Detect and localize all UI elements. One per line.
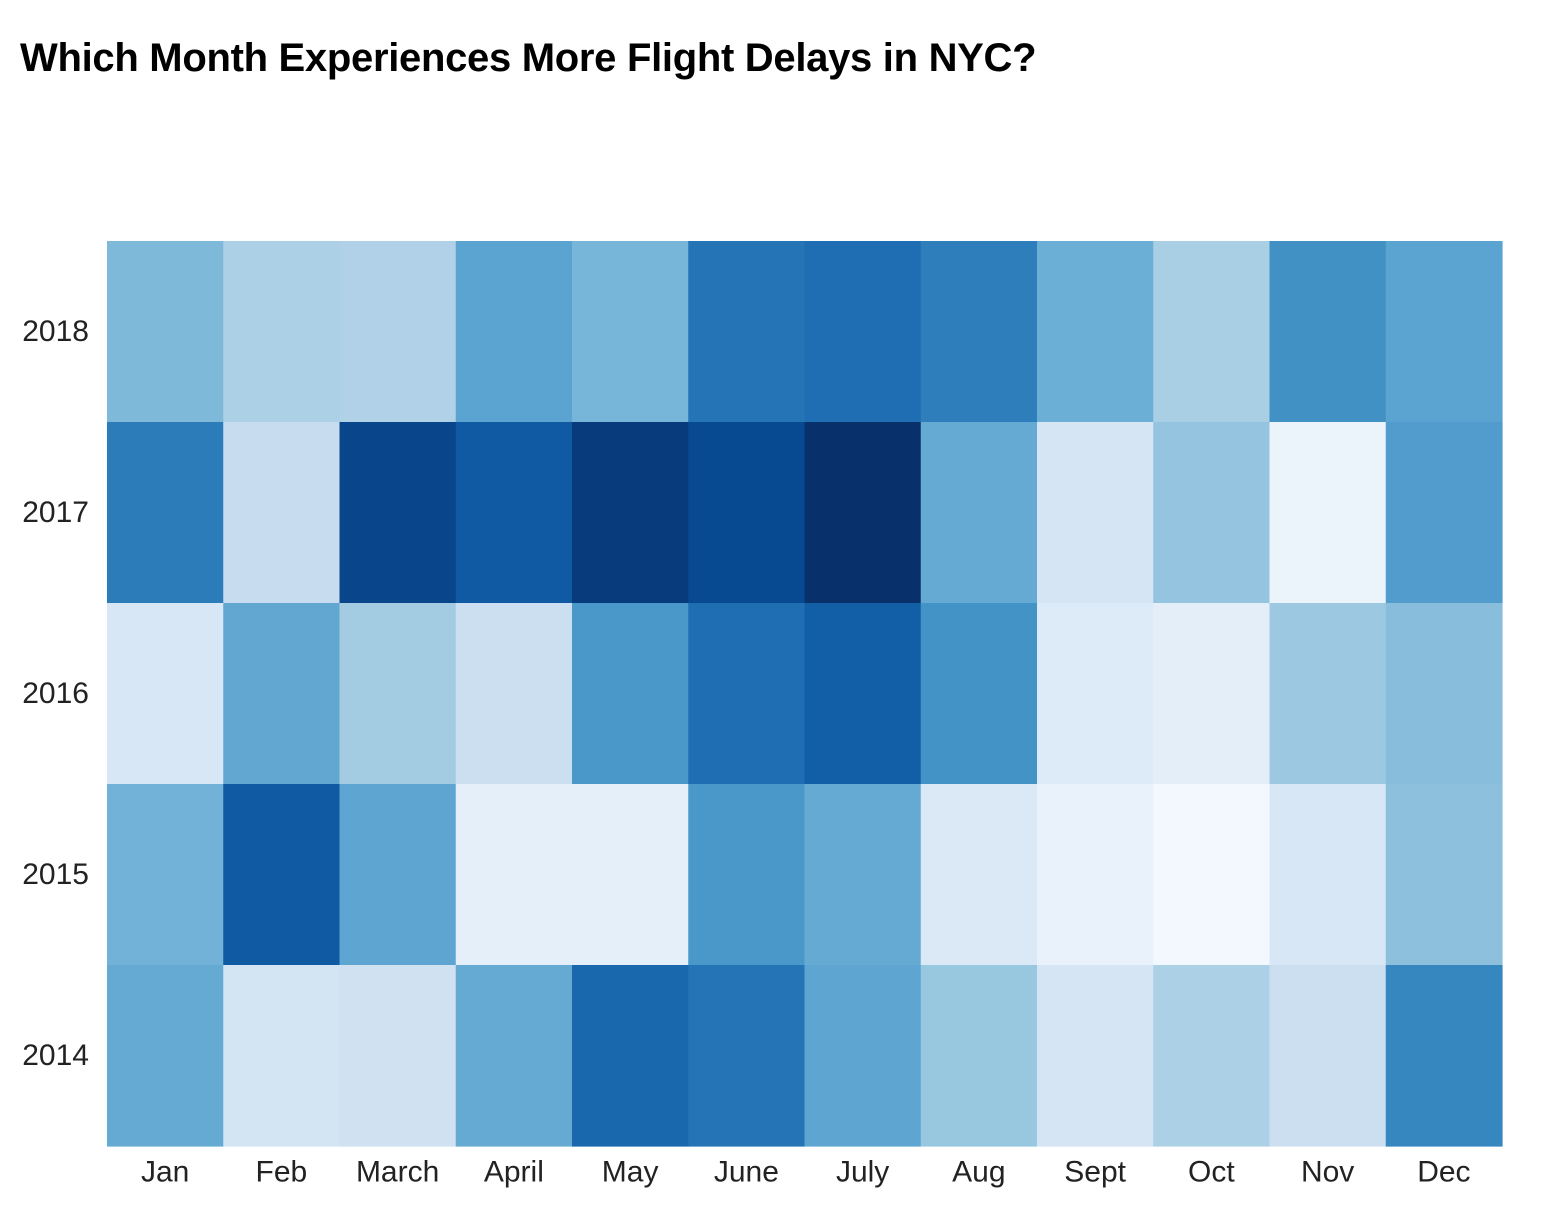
y-tick-label-2015: 2015 (22, 858, 89, 891)
x-tick-label-may: May (602, 1156, 659, 1189)
heatmap-cells (107, 241, 1503, 1147)
heatmap-cell-2018-oct (1153, 241, 1271, 423)
y-axis-tick-labels: 2018 2017 2016 2015 2014 (22, 315, 89, 1072)
heatmap-cell-2015-sept (1037, 784, 1154, 966)
heatmap-cell-2017-june (688, 422, 806, 604)
heatmap-cell-2016-oct (1153, 603, 1271, 785)
heatmap-cell-2015-aug (920, 784, 1038, 966)
heatmap-cell-2017-march (339, 422, 457, 604)
heatmap-cell-2015-march (339, 784, 457, 966)
heatmap-cell-2017-dec (1385, 422, 1503, 604)
heatmap-cell-2015-feb (223, 784, 341, 966)
heatmap-cell-2016-feb (223, 603, 341, 785)
heatmap-cell-2017-sept (1037, 422, 1154, 604)
chart-title: Which Month Experiences More Flight Dela… (20, 36, 1037, 80)
heatmap-cell-2018-may (572, 241, 689, 423)
heatmap-cell-2017-nov (1269, 422, 1387, 604)
heatmap-cell-2018-june (688, 241, 806, 423)
heatmap-cell-2017-july (804, 422, 922, 604)
heatmap-cell-2016-march (339, 603, 457, 785)
x-tick-label-aug: Aug (952, 1156, 1005, 1189)
heatmap-cell-2018-sept (1037, 241, 1154, 423)
y-tick-label-2017: 2017 (22, 496, 89, 529)
heatmap-cell-2015-june (688, 784, 806, 966)
x-tick-label-april: April (484, 1156, 544, 1189)
heatmap-cell-2015-april (455, 784, 573, 966)
heatmap-cell-2018-feb (223, 241, 341, 423)
heatmap-cell-2014-nov (1269, 965, 1387, 1147)
heatmap-cell-2014-may (572, 965, 689, 1147)
heatmap-cell-2016-jan (107, 603, 224, 785)
x-tick-label-sept: Sept (1064, 1156, 1126, 1189)
heatmap-cell-2018-july (804, 241, 922, 423)
x-tick-label-feb: Feb (256, 1156, 308, 1189)
x-tick-label-june: June (714, 1156, 779, 1189)
x-tick-label-oct: Oct (1188, 1156, 1235, 1189)
heatmap-cell-2015-may (572, 784, 689, 966)
heatmap-cell-2016-june (688, 603, 806, 785)
heatmap-cell-2015-oct (1153, 784, 1271, 966)
heatmap-cell-2014-april (455, 965, 573, 1147)
heatmap-cell-2015-jan (107, 784, 224, 966)
heatmap-cell-2015-dec (1385, 784, 1503, 966)
y-tick-label-2018: 2018 (22, 315, 89, 348)
heatmap-cell-2015-nov (1269, 784, 1387, 966)
heatmap-cell-2017-april (455, 422, 573, 604)
x-tick-label-jan: Jan (141, 1156, 189, 1189)
heatmap-cell-2016-aug (920, 603, 1038, 785)
heatmap-cell-2014-dec (1385, 965, 1503, 1147)
heatmap-cell-2017-oct (1153, 422, 1271, 604)
heatmap-cell-2017-may (572, 422, 689, 604)
heatmap-cell-2016-april (455, 603, 573, 785)
heatmap-cell-2017-aug (920, 422, 1038, 604)
x-tick-label-march: March (356, 1156, 439, 1189)
heatmap-cell-2015-july (804, 784, 922, 966)
x-tick-label-july: July (836, 1156, 889, 1189)
heatmap-cell-2018-aug (920, 241, 1038, 423)
heatmap-cell-2016-july (804, 603, 922, 785)
heatmap-cell-2014-jan (107, 965, 224, 1147)
heatmap-cell-2017-feb (223, 422, 341, 604)
heatmap-cell-2018-april (455, 241, 573, 423)
y-tick-label-2016: 2016 (22, 677, 89, 710)
y-tick-label-2014: 2014 (22, 1039, 89, 1072)
heatmap-cell-2017-jan (107, 422, 224, 604)
heatmap-cell-2014-march (339, 965, 457, 1147)
heatmap-cell-2014-aug (920, 965, 1038, 1147)
x-tick-label-dec: Dec (1417, 1156, 1470, 1189)
heatmap-cell-2014-june (688, 965, 806, 1147)
x-tick-label-nov: Nov (1301, 1156, 1354, 1189)
heatmap-cell-2016-sept (1037, 603, 1154, 785)
heatmap-cell-2016-may (572, 603, 689, 785)
heatmap-cell-2014-july (804, 965, 922, 1147)
heatmap-cell-2018-jan (107, 241, 224, 423)
heatmap-cell-2014-oct (1153, 965, 1271, 1147)
heatmap-cell-2014-feb (223, 965, 341, 1147)
heatmap-cell-2018-nov (1269, 241, 1387, 423)
heatmap-cell-2016-dec (1385, 603, 1503, 785)
heatmap-cell-2018-dec (1385, 241, 1503, 423)
heatmap-cell-2014-sept (1037, 965, 1154, 1147)
heatmap-cell-2018-march (339, 241, 457, 423)
heatmap-cell-2016-nov (1269, 603, 1387, 785)
x-axis-tick-labels: Jan Feb March April May June July Aug Sept Oct Nov… (141, 1156, 1471, 1189)
